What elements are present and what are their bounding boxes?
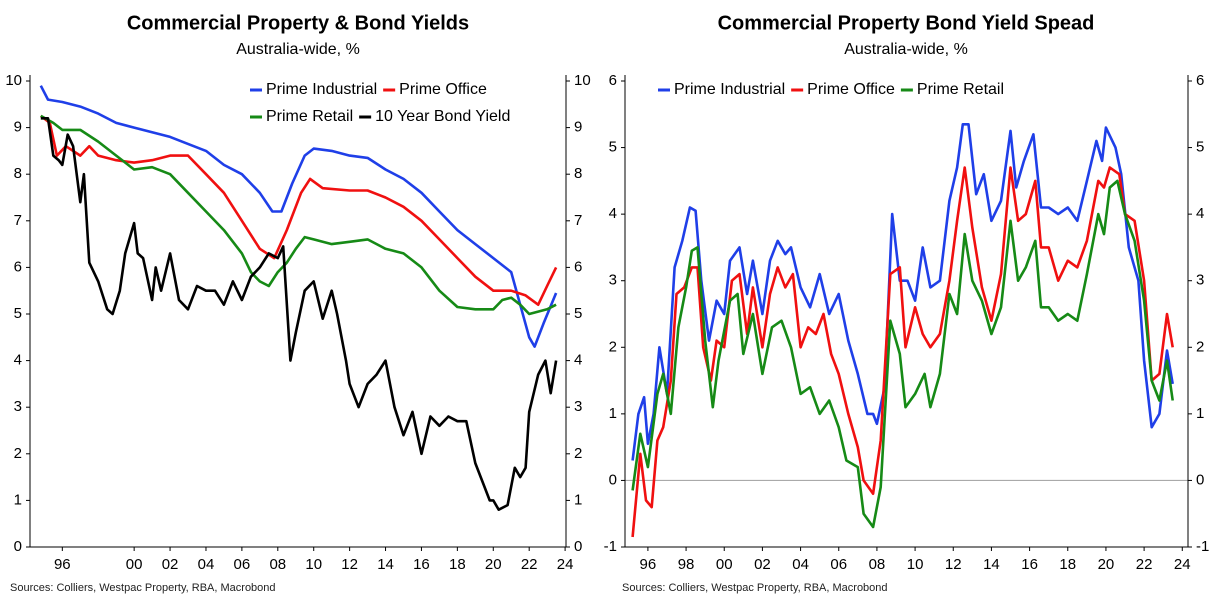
x-tick-label: 04 — [198, 556, 215, 573]
y-tick-label: 8 — [14, 165, 22, 182]
series-line — [40, 114, 557, 316]
x-tick-label: 04 — [792, 556, 809, 573]
x-tick-label: 18 — [1059, 556, 1076, 573]
series-line — [631, 166, 1174, 538]
x-tick-label: 00 — [716, 556, 733, 573]
y-tick-label: 7 — [14, 212, 22, 229]
y2-tick-label: 1 — [1196, 405, 1204, 422]
source-note: Sources: Colliers, Westpac Property, RBA… — [622, 582, 888, 594]
legend-label: Prime Industrial — [266, 81, 377, 98]
y2-tick-label: 5 — [574, 305, 582, 322]
y2-tick-label: 8 — [574, 165, 582, 182]
y2-tick-label: 0 — [574, 538, 582, 555]
x-tick-label: 10 — [907, 556, 924, 573]
y2-tick-label: 1 — [574, 491, 582, 508]
legend-label: Prime Office — [399, 81, 487, 98]
x-tick-label: 00 — [126, 556, 143, 573]
x-tick-label: 14 — [377, 556, 394, 573]
source-note: Sources: Colliers, Westpac Property, RBA… — [10, 582, 276, 594]
series-line — [40, 114, 558, 306]
x-tick-label: 22 — [521, 556, 538, 573]
series-line — [40, 117, 558, 511]
x-tick-label: 96 — [54, 556, 71, 573]
y-tick-label: 5 — [14, 305, 22, 322]
series-line — [631, 179, 1174, 529]
x-tick-label: 20 — [1098, 556, 1115, 573]
chart-subtitle: Australia-wide, % — [236, 41, 360, 58]
chart-title: Commercial Property & Bond Yields — [127, 12, 469, 34]
x-tick-label: 98 — [678, 556, 695, 573]
y-tick-label: 3 — [14, 398, 22, 415]
y2-tick-label: 0 — [1196, 471, 1204, 488]
y-tick-label: 1 — [609, 405, 617, 422]
x-tick-label: 24 — [1174, 556, 1191, 573]
x-tick-label: 20 — [485, 556, 502, 573]
y-tick-label: 10 — [5, 72, 22, 89]
legend-label: Prime Industrial — [674, 81, 785, 98]
chart-title: Commercial Property Bond Yield Spead — [718, 12, 1095, 34]
y-tick-label: 0 — [609, 471, 617, 488]
x-tick-label: 96 — [640, 556, 657, 573]
y-tick-label: 9 — [14, 119, 22, 136]
y2-tick-label: 4 — [574, 352, 582, 369]
legend-label: Prime Retail — [917, 81, 1004, 98]
y-tick-label: 4 — [14, 352, 22, 369]
series-line — [39, 85, 558, 348]
series-line — [631, 123, 1174, 461]
x-tick-label: 16 — [1021, 556, 1038, 573]
y2-tick-label: 5 — [1196, 139, 1204, 156]
y2-tick-label: 2 — [574, 445, 582, 462]
y-tick-label: 3 — [609, 272, 617, 289]
x-tick-label: 22 — [1136, 556, 1153, 573]
x-tick-label: 14 — [983, 556, 1000, 573]
x-tick-label: 06 — [830, 556, 847, 573]
y2-tick-label: -1 — [1196, 538, 1209, 555]
x-tick-label: 02 — [162, 556, 179, 573]
y-tick-label: 5 — [609, 139, 617, 156]
y2-tick-label: 3 — [1196, 272, 1204, 289]
y-tick-label: 6 — [609, 72, 617, 89]
x-tick-label: 24 — [557, 556, 574, 573]
y-tick-label: 1 — [14, 491, 22, 508]
y-tick-label: 6 — [14, 258, 22, 275]
y2-tick-label: 4 — [1196, 205, 1204, 222]
x-tick-label: 10 — [305, 556, 322, 573]
legend-label: 10 Year Bond Yield — [375, 108, 510, 125]
y-tick-label: -1 — [604, 538, 617, 555]
x-tick-label: 12 — [341, 556, 358, 573]
y2-tick-label: 2 — [1196, 338, 1204, 355]
x-tick-label: 18 — [449, 556, 466, 573]
y-tick-label: 4 — [609, 205, 617, 222]
x-tick-label: 02 — [754, 556, 771, 573]
x-tick-label: 08 — [869, 556, 886, 573]
y2-tick-label: 6 — [574, 258, 582, 275]
legend-label: Prime Retail — [266, 108, 353, 125]
x-tick-label: 06 — [234, 556, 251, 573]
x-tick-label: 08 — [269, 556, 286, 573]
legend-label: Prime Office — [807, 81, 895, 98]
y-tick-label: 0 — [14, 538, 22, 555]
chart-subtitle: Australia-wide, % — [844, 41, 968, 58]
y2-tick-label: 3 — [574, 398, 582, 415]
y2-tick-label: 9 — [574, 119, 582, 136]
x-tick-label: 12 — [945, 556, 962, 573]
y2-tick-label: 7 — [574, 212, 582, 229]
y2-tick-label: 10 — [574, 72, 591, 89]
y-tick-label: 2 — [609, 338, 617, 355]
y2-tick-label: 6 — [1196, 72, 1204, 89]
x-tick-label: 16 — [413, 556, 430, 573]
y-tick-label: 2 — [14, 445, 22, 462]
